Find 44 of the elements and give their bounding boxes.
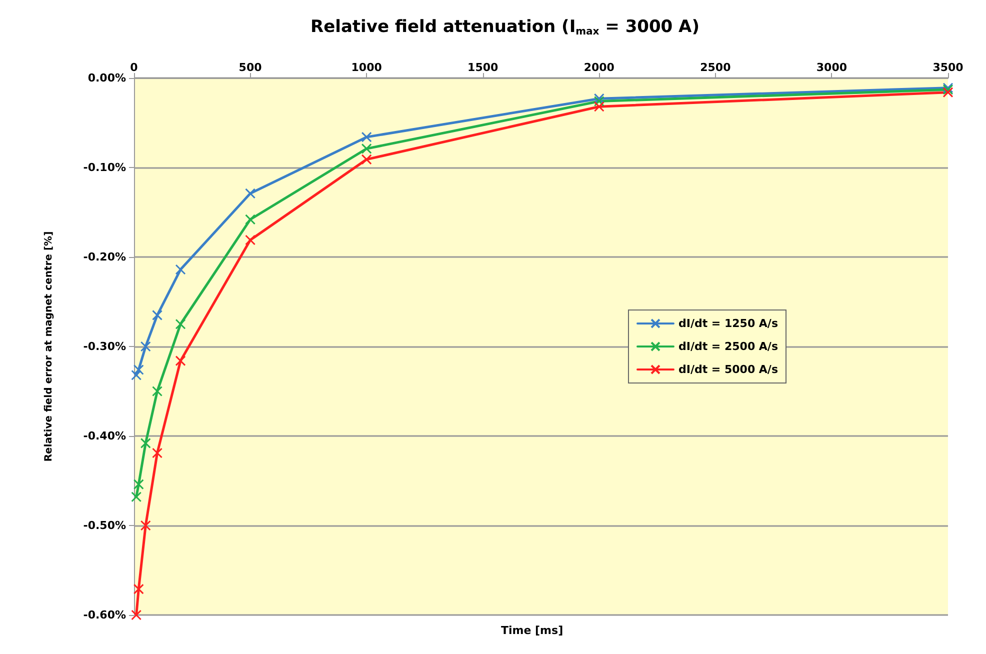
point bbox=[594, 93, 604, 104]
legend-label: dI/dt = 5000 A/s bbox=[678, 363, 778, 376]
y-tick-label: -0.50% bbox=[83, 519, 126, 532]
point bbox=[361, 154, 372, 165]
point bbox=[131, 492, 142, 502]
y-tick-label: -0.20% bbox=[83, 250, 126, 264]
point bbox=[175, 356, 186, 366]
point bbox=[140, 520, 151, 531]
x-tick-label: 3500 bbox=[932, 61, 964, 74]
point bbox=[361, 143, 372, 154]
point bbox=[594, 101, 604, 112]
x-tick-label: 1500 bbox=[468, 61, 499, 74]
y-axis-title: Relative field error at magnet centre [%] bbox=[44, 231, 54, 462]
x-tick-label: 3000 bbox=[816, 61, 848, 74]
point bbox=[361, 132, 372, 142]
point bbox=[152, 310, 163, 320]
x-axis-title: Time [ms] bbox=[501, 624, 564, 637]
point bbox=[245, 214, 256, 225]
point bbox=[152, 448, 163, 458]
x-tick-label: 500 bbox=[238, 61, 262, 74]
y-tick-label: -0.60% bbox=[83, 608, 126, 622]
point bbox=[133, 584, 144, 594]
x-tick-label: 2000 bbox=[584, 61, 615, 74]
y-tick-label: -0.30% bbox=[83, 340, 126, 353]
point bbox=[942, 87, 954, 98]
x-tick-label: 0 bbox=[130, 61, 138, 74]
x-tick-label: 2500 bbox=[700, 61, 732, 74]
point bbox=[175, 264, 186, 275]
y-tick-label: -0.40% bbox=[83, 430, 126, 442]
legend-label: dI/dt = 1250 A/s bbox=[678, 317, 778, 330]
point bbox=[131, 370, 142, 380]
point bbox=[140, 341, 151, 352]
legend-label: dI/dt = 2500 A/s bbox=[678, 340, 778, 353]
point bbox=[133, 479, 144, 490]
point bbox=[152, 386, 163, 396]
point bbox=[594, 96, 604, 107]
point bbox=[175, 318, 186, 330]
point bbox=[131, 610, 142, 620]
point bbox=[140, 438, 151, 448]
y-tick-label: 0.00% bbox=[88, 72, 126, 84]
point bbox=[245, 234, 256, 246]
x-tick-label: 1000 bbox=[351, 61, 382, 74]
point bbox=[245, 188, 256, 199]
y-tick-label: -0.10% bbox=[83, 161, 126, 174]
